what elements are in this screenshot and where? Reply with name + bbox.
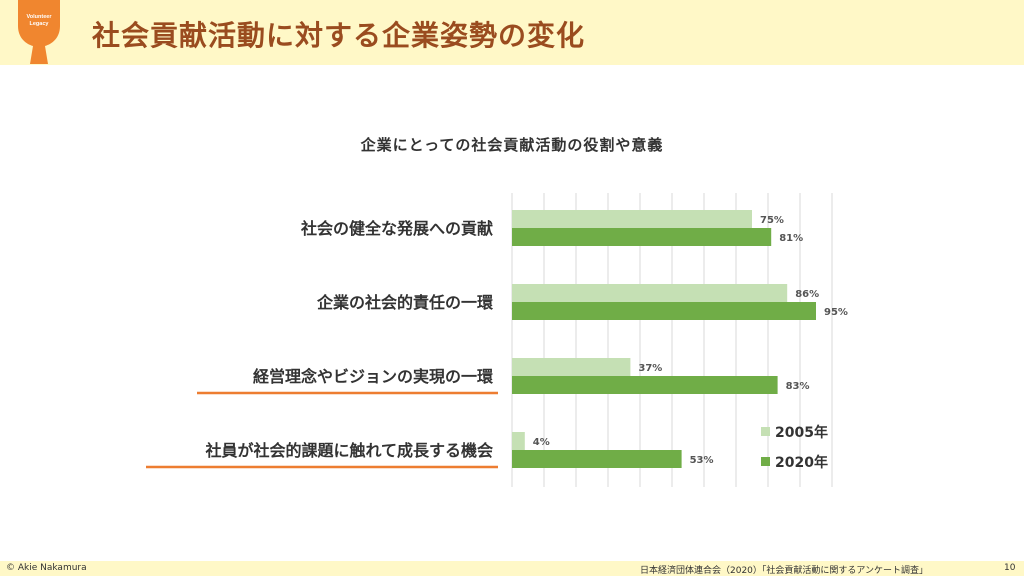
category-label: 社会の健全な発展への貢献 [300,219,493,238]
logo-text-line2: Legacy [30,21,50,27]
legend-label: 2005年 [775,424,828,441]
data-label: 53% [690,455,714,466]
legend-swatch [761,457,770,466]
category-label: 経営理念やビジョンの実現の一環 [253,367,494,386]
bar-2020 [512,228,772,246]
data-label: 86% [795,289,819,300]
data-label: 75% [760,215,784,226]
data-label: 37% [638,363,662,374]
source-citation: 日本経済団体連合会（2020）「社会貢献活動に関するアンケート調査」 [640,566,929,576]
copyright: © Akie Nakamura [6,563,87,573]
page-title: 社会貢献活動に対する企業姿勢の変化 [92,19,586,52]
footer-bar: © Akie Nakamura 日本経済団体連合会（2020）「社会貢献活動に関… [0,561,1024,576]
data-label: 95% [824,307,848,318]
legend-label: 2020年 [775,454,828,471]
header-bar: Volunteer Legacy 社会貢献活動に対する企業姿勢の変化 [0,0,1024,65]
bar-2005 [512,432,525,450]
legend-swatch [761,427,770,436]
chart-title: 企業にとっての社会貢献活動の役割や意義 [360,136,664,154]
bar-2020 [512,376,778,394]
page-number: 10 [1004,563,1016,573]
data-label: 81% [779,233,803,244]
volunteer-legacy-logo: Volunteer Legacy [18,0,60,64]
data-label: 83% [786,381,810,392]
bar-2005 [512,358,631,376]
category-label: 社員が社会的課題に触れて成長する機会 [204,441,493,460]
category-label: 企業の社会的責任の一環 [316,293,494,312]
bar-2005 [512,210,752,228]
bar-2020 [512,302,816,320]
logo-text-line1: Volunteer [27,14,53,20]
data-label: 4% [533,437,550,448]
bar-2005 [512,284,788,302]
bar-2020 [512,450,682,468]
